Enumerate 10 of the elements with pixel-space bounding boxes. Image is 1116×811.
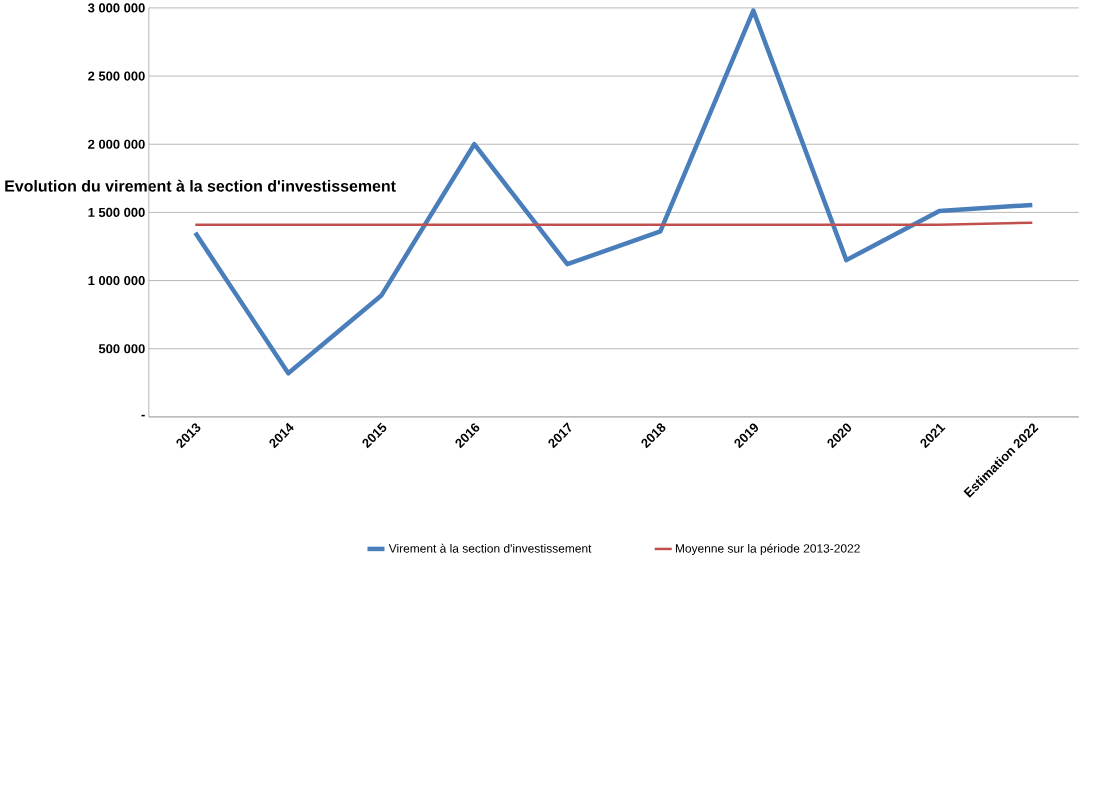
y-tick-label: - (141, 414, 145, 417)
y-tick-label: 2 000 000 (88, 139, 145, 149)
y-tick-label: 3 000 000 (87, 3, 145, 13)
y-tick-label: 1 500 000 (88, 207, 145, 218)
text: Evolution du virement à la section d'investissement (5, 179, 396, 192)
y-tick-label: 500 000 (98, 344, 145, 354)
legend-label: Virement à la section d'investissement (388, 543, 592, 553)
legend-label: Moyenne sur la période 2013-2022 (675, 543, 860, 556)
y-tick-label: 2 500 000 (88, 71, 145, 81)
y-tick-label: 1 000 000 (88, 276, 145, 286)
